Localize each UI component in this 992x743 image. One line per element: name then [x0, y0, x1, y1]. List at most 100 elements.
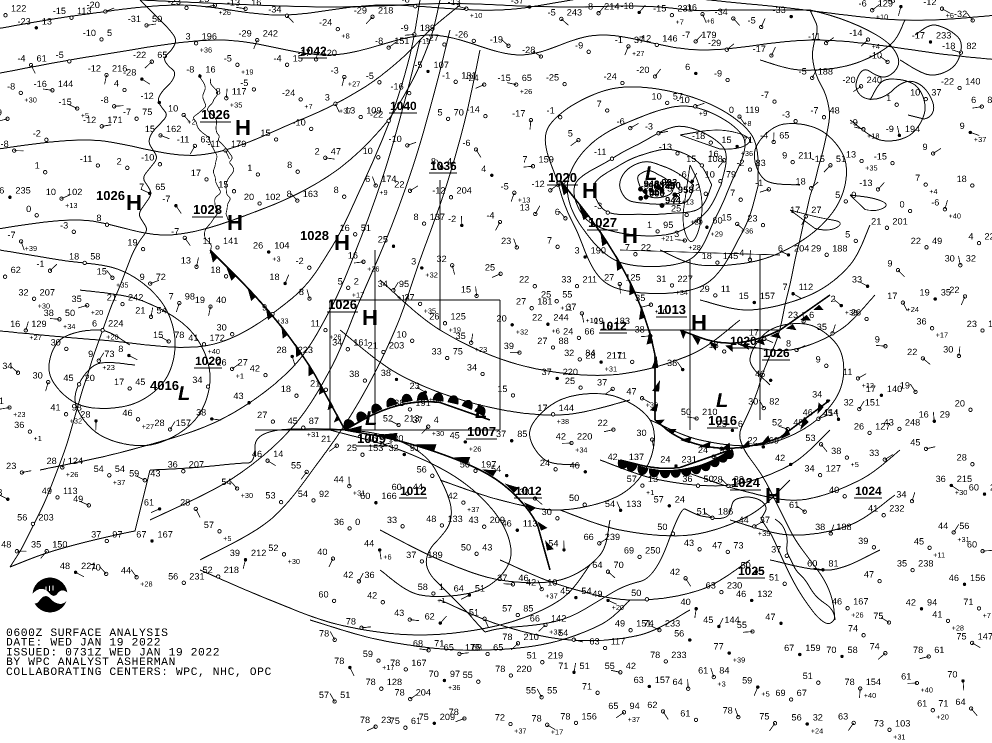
svg-text:30: 30 [945, 254, 955, 264]
svg-text:35: 35 [817, 322, 827, 332]
svg-text:37: 37 [406, 550, 416, 560]
svg-text:+27: +27 [632, 49, 645, 58]
svg-text:117: 117 [611, 637, 626, 647]
svg-text:46: 46 [949, 573, 959, 583]
svg-text:-31: -31 [128, 14, 141, 24]
svg-text:16: 16 [708, 149, 718, 159]
svg-text:142: 142 [551, 614, 566, 624]
svg-text:42: 42 [906, 597, 916, 607]
svg-text:73: 73 [874, 718, 884, 728]
svg-text:63: 63 [706, 581, 716, 591]
svg-text:-9: -9 [850, 118, 858, 128]
svg-text:20: 20 [496, 313, 506, 323]
svg-text:42: 42 [556, 432, 566, 442]
svg-text:132: 132 [757, 589, 772, 599]
svg-text:75: 75 [873, 611, 883, 621]
svg-text:43: 43 [394, 608, 404, 618]
svg-text:88: 88 [559, 336, 569, 346]
svg-text:-20: -20 [842, 75, 855, 85]
svg-text:44: 44 [739, 515, 749, 525]
svg-text:69: 69 [775, 688, 785, 698]
svg-text:0: 0 [26, 204, 31, 214]
svg-text:1016: 1016 [708, 413, 737, 428]
svg-text:-6: -6 [617, 117, 625, 127]
svg-text:232: 232 [889, 504, 904, 514]
svg-text:7: 7 [169, 292, 174, 302]
svg-text:+8: +8 [341, 32, 349, 41]
svg-text:-5: -5 [799, 66, 807, 76]
svg-text:33: 33 [869, 448, 879, 458]
svg-text:29: 29 [811, 243, 821, 253]
svg-text:L: L [178, 383, 190, 405]
svg-text:224: 224 [985, 232, 992, 242]
svg-text:21: 21 [368, 341, 378, 351]
svg-text:1042: 1042 [300, 44, 327, 58]
svg-text:44: 44 [121, 566, 131, 576]
svg-text:49: 49 [615, 619, 625, 629]
svg-text:25: 25 [347, 443, 357, 453]
svg-text:55: 55 [605, 661, 615, 671]
svg-text:71: 71 [743, 135, 753, 145]
svg-text:224: 224 [108, 319, 123, 329]
svg-text:21: 21 [871, 216, 881, 226]
svg-text:-16: -16 [684, 3, 697, 13]
svg-text:242: 242 [128, 293, 143, 303]
svg-text:220: 220 [577, 432, 592, 442]
svg-text:56: 56 [674, 629, 684, 639]
svg-text:71: 71 [582, 681, 592, 691]
svg-text:5: 5 [835, 190, 840, 200]
svg-text:9: 9 [816, 354, 821, 364]
svg-text:-15: -15 [58, 97, 71, 107]
svg-text:+5: +5 [761, 690, 769, 699]
svg-text:-4: -4 [760, 131, 768, 141]
svg-text:+10: +10 [470, 11, 483, 20]
svg-text:+3: +3 [272, 255, 280, 264]
svg-text:-6: -6 [462, 138, 470, 148]
svg-text:3: 3 [411, 256, 416, 266]
svg-text:53: 53 [265, 491, 275, 501]
svg-text:35: 35 [31, 540, 41, 550]
svg-text:62: 62 [647, 700, 657, 710]
svg-text:38: 38 [381, 368, 391, 378]
svg-text:+9: +9 [379, 188, 387, 197]
svg-text:34: 34 [896, 490, 906, 500]
svg-text:+4: +4 [929, 187, 937, 196]
svg-text:1: 1 [439, 582, 444, 592]
svg-text:57: 57 [627, 474, 637, 484]
svg-text:-13: -13 [859, 178, 872, 188]
svg-text:+31: +31 [605, 365, 618, 374]
svg-text:-2: -2 [296, 256, 304, 266]
svg-text:-32: -32 [954, 9, 967, 19]
svg-text:19: 19 [127, 238, 137, 248]
svg-text:46: 46 [755, 369, 765, 379]
svg-text:-5: -5 [224, 53, 232, 63]
svg-text:14: 14 [273, 449, 283, 459]
svg-text:13: 13 [520, 203, 530, 213]
svg-text:-11: -11 [594, 147, 607, 157]
svg-text:7: 7 [522, 155, 527, 165]
svg-text:122: 122 [11, 4, 26, 14]
svg-text:+35: +35 [116, 280, 129, 289]
svg-text:37: 37 [760, 515, 770, 525]
svg-text:50: 50 [657, 522, 667, 532]
svg-text:5: 5 [568, 129, 573, 139]
svg-text:204: 204 [457, 186, 472, 196]
svg-text:27: 27 [604, 273, 614, 283]
svg-text:37: 37 [497, 573, 507, 583]
svg-text:82: 82 [966, 41, 976, 51]
svg-text:+32: +32 [516, 327, 529, 336]
svg-text:-1: -1 [755, 178, 763, 188]
svg-text:29: 29 [940, 410, 950, 420]
svg-text:-8: -8 [1, 139, 9, 149]
svg-text:71: 71 [558, 661, 568, 671]
svg-text:10: 10 [651, 91, 661, 101]
svg-text:43: 43 [684, 538, 694, 548]
svg-text:73: 73 [104, 349, 114, 359]
svg-text:+20: +20 [612, 603, 625, 612]
svg-text:11: 11 [202, 236, 212, 246]
svg-text:+27: +27 [348, 80, 361, 89]
svg-text:H: H [227, 210, 243, 235]
svg-text:16: 16 [10, 319, 20, 329]
svg-text:32: 32 [18, 287, 28, 297]
svg-text:179: 179 [701, 30, 716, 40]
